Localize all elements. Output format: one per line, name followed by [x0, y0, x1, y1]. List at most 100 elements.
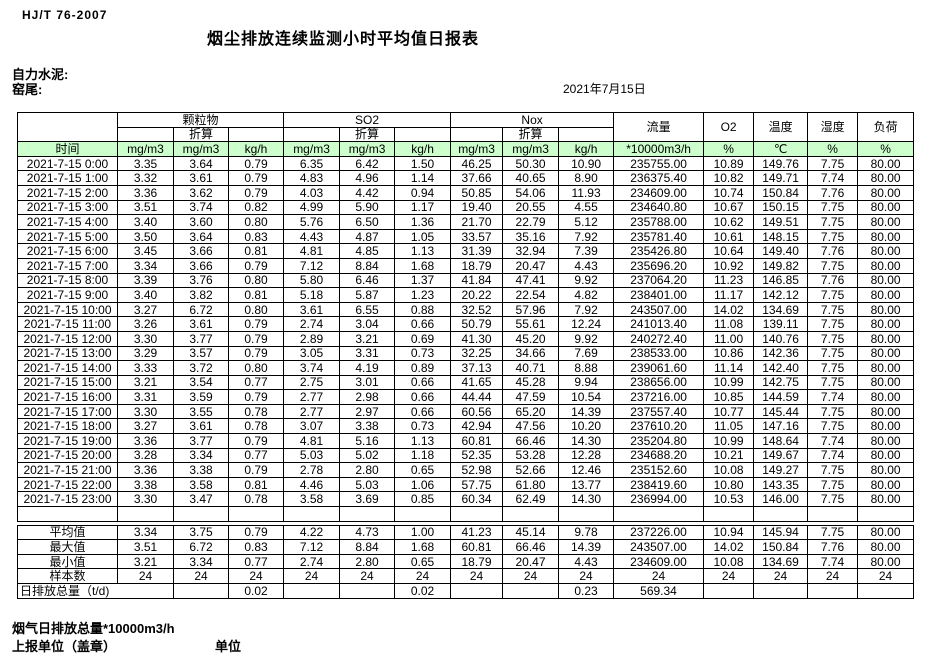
value-cell: 569.34 — [613, 583, 704, 599]
value-cell: 80.00 — [857, 155, 915, 172]
value-cell: 0.79 — [227, 330, 285, 347]
value-cell: 80.00 — [857, 360, 915, 376]
value-cell: 235781.40 — [613, 228, 705, 245]
value-cell: 3.62 — [173, 184, 229, 201]
value-cell: 32.94 — [502, 243, 560, 259]
time-cell: 2021-7-15 5:00 — [17, 228, 118, 245]
value-cell: 7.75 — [807, 491, 859, 508]
value-cell: 3.35 — [117, 155, 174, 172]
table-row: 2021-7-15 12:00 3.30 3.77 0.79 2.89 3.21 0.69 4… — [17, 330, 915, 347]
time-cell: 2021-7-15 7:00 — [17, 257, 118, 274]
value-cell: 7.76 — [807, 243, 859, 259]
value-cell: 7.69 — [558, 345, 615, 362]
value-cell: 148.64 — [753, 433, 809, 449]
value-cell: 80.00 — [857, 462, 915, 478]
value-cell: 3.34 — [173, 553, 229, 570]
flue-gas-total-note: 烟气日排放总量*10000m3/h — [12, 621, 175, 636]
value-cell: 146.85 — [753, 272, 809, 289]
value-cell: 6.72 — [173, 539, 229, 555]
value-cell: 149.76 — [753, 155, 809, 172]
time-cell: 2021-7-15 23:00 — [17, 491, 118, 508]
data-rows: 2021-7-15 0:00 3.35 3.64 0.79 6.35 6.42 1.50 46… — [17, 155, 915, 508]
value-cell: 35.16 — [502, 228, 560, 245]
time-cell: 2021-7-15 6:00 — [17, 243, 118, 259]
value-cell: 5.16 — [339, 433, 396, 449]
time-cell: 2021-7-15 11:00 — [17, 316, 118, 332]
value-cell: 0.69 — [394, 330, 452, 347]
value-cell: 7.12 — [283, 539, 340, 555]
time-cell: 2021-7-15 9:00 — [17, 287, 118, 303]
table-row: 2021-7-15 4:00 3.40 3.60 0.80 5.76 6.50 1.36 21… — [17, 214, 915, 230]
value-cell: 80.00 — [857, 476, 915, 493]
value-cell: 80.00 — [857, 272, 915, 289]
value-cell: 80.00 — [857, 184, 915, 201]
value-cell: 236994.00 — [613, 491, 705, 508]
value-cell: 1.50 — [394, 155, 452, 172]
value-cell: 3.64 — [173, 228, 229, 245]
value-cell: 1.13 — [394, 243, 452, 259]
unit-cell: kg/h — [558, 141, 615, 157]
time-column-header: 时间 — [17, 141, 118, 157]
value-cell: 0.79 — [227, 433, 285, 449]
table-row: 2021-7-15 2:00 3.36 3.62 0.79 4.03 4.42 0.94 50… — [17, 184, 915, 201]
value-cell: 1.05 — [394, 228, 452, 245]
value-cell: 21.70 — [450, 214, 504, 230]
value-cell: 3.05 — [283, 345, 341, 362]
report-tables: 颗粒物 SO2 Nox 流量 O2 温度 湿度 负荷 折算 折算 折算 — [17, 111, 915, 599]
value-cell: 80.00 — [857, 447, 915, 464]
value-cell: 4.73 — [339, 524, 395, 541]
table-row: 2021-7-15 1:00 3.32 3.61 0.79 4.83 4.96 1.14 37… — [17, 170, 915, 186]
value-cell: 45.28 — [502, 374, 560, 391]
unit-label: 单位 — [215, 639, 242, 654]
value-cell: 12.46 — [558, 462, 615, 478]
value-cell: 7.75 — [807, 199, 859, 216]
value-cell: 3.07 — [283, 418, 341, 435]
value-cell: 7.74 — [807, 553, 858, 570]
value-cell: 0.79 — [227, 170, 285, 186]
value-cell — [502, 583, 559, 599]
value-cell: 60.56 — [450, 403, 504, 420]
header-group-row: 颗粒物 SO2 Nox 流量 O2 温度 湿度 负荷 — [17, 111, 915, 143]
value-cell: 234640.80 — [613, 199, 705, 216]
value-cell: 60.81 — [450, 539, 503, 555]
value-cell: 6.46 — [339, 272, 396, 289]
value-cell: 3.61 — [173, 316, 229, 332]
value-cell: 139.11 — [753, 316, 809, 332]
value-cell: 80.00 — [857, 330, 915, 347]
value-cell: 1.37 — [394, 272, 452, 289]
value-cell: 0.79 — [227, 184, 285, 201]
value-cell: 2.78 — [283, 462, 341, 478]
value-cell: 3.36 — [117, 462, 174, 478]
table-row: 2021-7-15 17:00 3.30 3.55 0.78 2.77 2.97 0.66 6… — [17, 403, 915, 420]
value-cell: 2.74 — [283, 316, 341, 332]
value-cell: 7.12 — [283, 257, 341, 274]
table-row: 2021-7-15 3:00 3.51 3.74 0.82 4.99 5.90 1.17 19… — [17, 199, 915, 216]
stats-row: 最大值 3.51 6.72 0.83 7.12 8.84 1.68 60.81 66.46 14.… — [17, 539, 914, 555]
value-cell: 80.00 — [857, 243, 915, 259]
value-cell: 7.74 — [807, 433, 859, 449]
value-cell: 134.69 — [753, 301, 809, 318]
value-cell: 240272.40 — [613, 330, 705, 347]
value-cell: 4.99 — [283, 199, 341, 216]
value-cell: 14.30 — [558, 433, 615, 449]
table-row: 2021-7-15 20:00 3.28 3.34 0.77 5.03 5.02 1.18 5… — [17, 447, 915, 464]
unit-cell: mg/m3 — [283, 141, 341, 157]
value-cell: 3.38 — [173, 462, 229, 478]
value-cell: 42.94 — [450, 418, 504, 435]
value-cell: 238533.00 — [613, 345, 705, 362]
value-cell: 80.00 — [857, 433, 915, 449]
value-cell: 1.68 — [394, 257, 452, 274]
value-cell: 235788.00 — [613, 214, 705, 230]
value-cell: 34.66 — [502, 345, 560, 362]
value-cell: 24 — [283, 568, 340, 584]
value-cell: 3.66 — [173, 243, 229, 259]
value-cell: 238656.00 — [613, 374, 705, 391]
value-cell: 4.83 — [283, 170, 341, 186]
humidity-header: 湿度 — [807, 111, 859, 143]
time-cell: 2021-7-15 1:00 — [17, 170, 118, 186]
value-cell: 62.49 — [502, 491, 560, 508]
value-cell: 3.58 — [173, 476, 229, 493]
unit-cell: ℃ — [753, 141, 809, 157]
value-cell: 0.77 — [227, 374, 285, 391]
value-cell: 0.77 — [228, 553, 284, 570]
